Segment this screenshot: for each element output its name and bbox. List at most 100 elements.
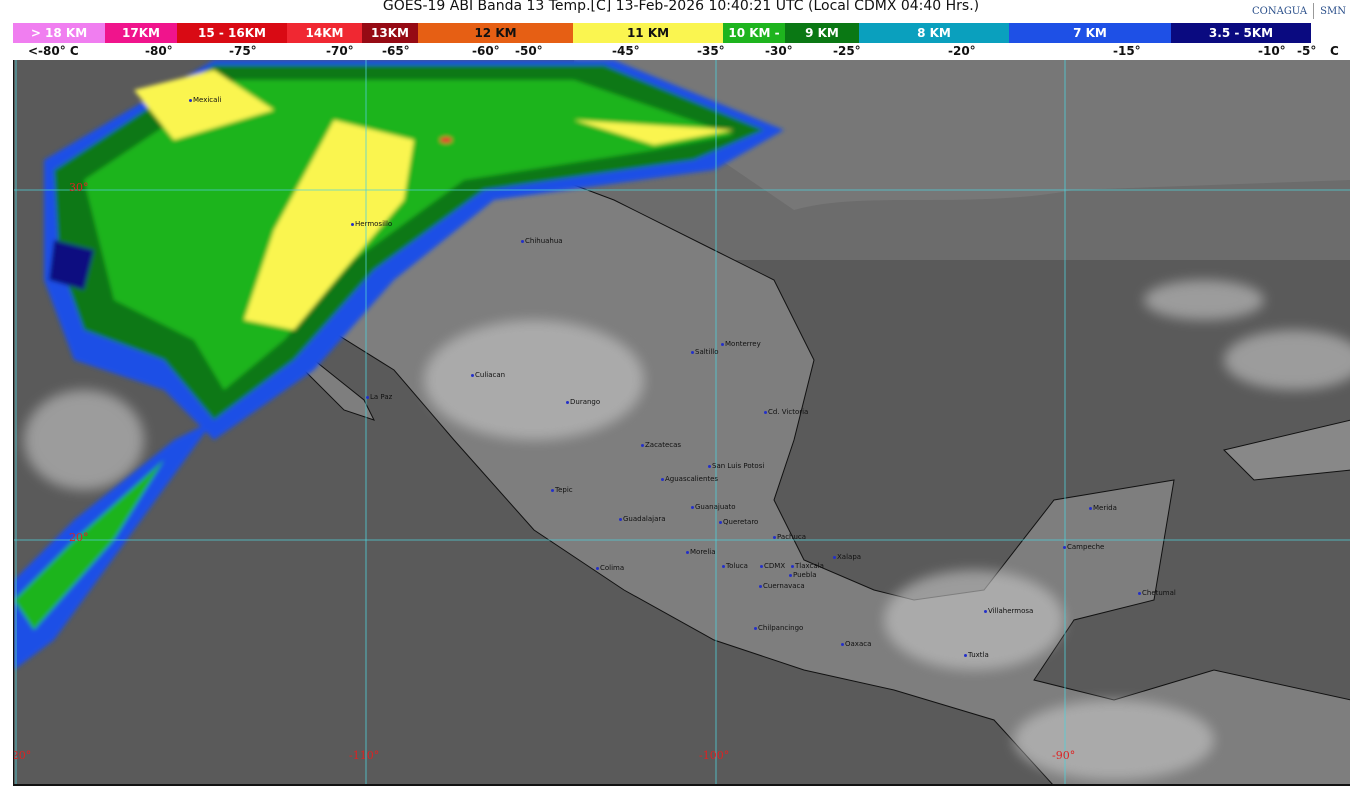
- city-dot-icon: [566, 400, 569, 404]
- city-label: Xalapa: [833, 553, 861, 561]
- cold-cloud-band: [14, 60, 784, 670]
- city-dot-icon: [1063, 545, 1066, 549]
- city-label: Toluca: [722, 562, 748, 570]
- city-label: Guadalajara: [619, 515, 666, 523]
- city-label: Mexicali: [189, 96, 221, 104]
- city-name: Pachuca: [777, 533, 807, 541]
- city-label: Chihuahua: [521, 237, 563, 245]
- city-label: Cd. Victoria: [764, 408, 808, 416]
- temperature-label: -80°: [145, 44, 173, 58]
- legend-band: 3.5 - 5KM: [1171, 23, 1311, 43]
- city-dot-icon: [521, 239, 524, 243]
- city-dot-icon: [708, 464, 711, 468]
- city-name: Tuxtla: [968, 651, 989, 659]
- city-label: Merida: [1089, 504, 1117, 512]
- city-label: La Paz: [366, 393, 392, 401]
- city-label: Oaxaca: [841, 640, 871, 648]
- lon-label-120: -120°: [13, 749, 32, 762]
- city-label: Chetumal: [1138, 589, 1176, 597]
- temperature-label: -20°: [948, 44, 976, 58]
- legend-band: 9 KM: [785, 23, 859, 43]
- temperature-label: -45°: [612, 44, 640, 58]
- city-dot-icon: [1089, 506, 1092, 510]
- legend-band: 10 KM -: [723, 23, 785, 43]
- city-dot-icon: [773, 535, 776, 539]
- city-dot-icon: [471, 373, 474, 377]
- city-name: Zacatecas: [645, 441, 682, 449]
- city-name: CDMX: [764, 562, 786, 570]
- city-dot-icon: [833, 555, 836, 559]
- city-dot-icon: [764, 410, 767, 414]
- city-name: Chilpancingo: [758, 624, 804, 632]
- city-label: Monterrey: [721, 340, 761, 348]
- city-name: Villahermosa: [988, 607, 1034, 615]
- legend-band: 7 KM: [1009, 23, 1171, 43]
- city-dot-icon: [641, 443, 644, 447]
- satellite-map: -120° -110° -100° -90° 30° 20° Mexicali H…: [13, 60, 1350, 786]
- city-label: Queretaro: [719, 518, 758, 526]
- city-dot-icon: [189, 98, 192, 102]
- city-label: Morelia: [686, 548, 716, 556]
- city-label: Colima: [596, 564, 624, 572]
- city-label: Cuernavaca: [759, 582, 805, 590]
- temperature-label: -25°: [833, 44, 861, 58]
- city-label: Culiacan: [471, 371, 505, 379]
- temperature-label: -30°: [765, 44, 793, 58]
- temperature-label: -75°: [229, 44, 257, 58]
- lon-label-90: -90°: [1052, 749, 1076, 762]
- city-label: Saltillo: [691, 348, 719, 356]
- city-label: Tlaxcala: [791, 562, 824, 570]
- city-name: Monterrey: [725, 340, 761, 348]
- legend-band: 13KM: [362, 23, 418, 43]
- city-label: Durango: [566, 398, 600, 406]
- legend-band: 12 KM: [418, 23, 573, 43]
- city-name: Cd. Victoria: [768, 408, 809, 416]
- city-name: Chetumal: [1142, 589, 1176, 597]
- city-name: Toluca: [726, 562, 748, 570]
- city-label: Tepic: [551, 486, 573, 494]
- legend-band: 8 KM: [859, 23, 1009, 43]
- smn-logo: SMN: [1320, 5, 1346, 17]
- city-label: Aguascalientes: [661, 475, 718, 483]
- city-name: Guadalajara: [623, 515, 666, 523]
- city-name: Colima: [600, 564, 625, 572]
- temperature-label: -15°: [1113, 44, 1141, 58]
- agency-logos: CONAGUA SMN: [1252, 3, 1346, 19]
- city-name: Merida: [1093, 504, 1117, 512]
- city-name: La Paz: [370, 393, 393, 401]
- city-dot-icon: [964, 653, 967, 657]
- cuba-land: [1223, 419, 1350, 481]
- temperature-label: -10°: [1258, 44, 1286, 58]
- city-name: San Luis Potosi: [712, 462, 765, 470]
- lat-label-30: 30°: [69, 181, 89, 194]
- city-dot-icon: [759, 584, 762, 588]
- city-dot-icon: [366, 395, 369, 399]
- temperature-label: <-80° C: [28, 44, 79, 58]
- city-dot-icon: [619, 517, 622, 521]
- map-layer: [14, 60, 1350, 784]
- city-name: Oaxaca: [845, 640, 872, 648]
- city-name: Aguascalientes: [665, 475, 719, 483]
- city-label: Chilpancingo: [754, 624, 803, 632]
- city-dot-icon: [691, 350, 694, 354]
- city-dot-icon: [686, 550, 689, 554]
- city-name: Queretaro: [723, 518, 759, 526]
- conagua-logo: CONAGUA: [1252, 5, 1308, 17]
- city-name: Guanajuato: [695, 503, 736, 511]
- legend-band: > 18 KM: [13, 23, 105, 43]
- temperature-label: -5°: [1297, 44, 1317, 58]
- legend-band: 11 KM: [573, 23, 723, 43]
- city-dot-icon: [551, 488, 554, 492]
- temperature-label: -60°: [472, 44, 500, 58]
- image-title: GOES-19 ABI Banda 13 Temp.[C] 13-Feb-202…: [382, 0, 980, 14]
- legend-band: 17KM: [105, 23, 177, 43]
- city-dot-icon: [691, 505, 694, 509]
- low-clouds: [24, 280, 1350, 780]
- city-dot-icon: [984, 609, 987, 613]
- city-label: Pachuca: [773, 533, 806, 541]
- city-dot-icon: [596, 566, 599, 570]
- city-dot-icon: [760, 564, 763, 568]
- city-name: Xalapa: [837, 553, 862, 561]
- temperature-label: -35°: [697, 44, 725, 58]
- city-dot-icon: [721, 342, 724, 346]
